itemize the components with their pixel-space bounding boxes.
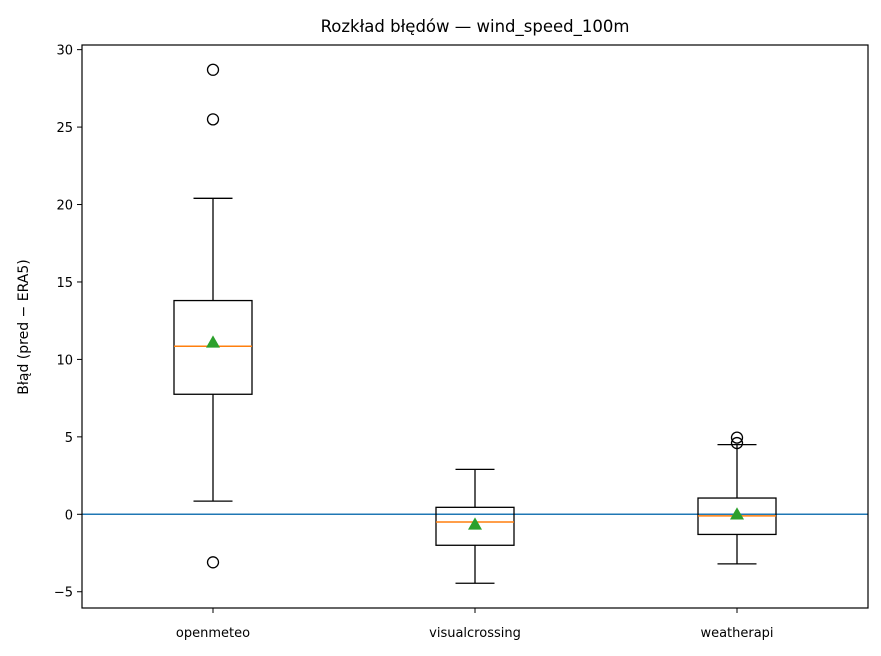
mean-marker-visualcrossing (468, 517, 482, 530)
y-tick-label-15: 15 (56, 276, 73, 291)
plot-frame (81, 44, 869, 609)
y-tick-label-10: 10 (56, 353, 73, 368)
box-visualcrossing (435, 506, 515, 546)
y-tick-label-20: 20 (56, 199, 73, 214)
y-tick-label-0: 0 (65, 508, 73, 523)
outlier-openmeteo-1 (206, 113, 220, 126)
mean-marker-weatherapi (730, 507, 744, 520)
y-tick-label-30: 30 (56, 44, 73, 59)
x-tick-label-visualcrossing: visualcrossing (429, 626, 521, 641)
plot-area: openmeteo visualcrossing weatherapi −5 0 5 10 1… (54, 44, 869, 641)
x-tick-label-openmeteo: openmeteo (176, 626, 250, 641)
x-tick-label-weatherapi: weatherapi (700, 626, 773, 641)
outlier-weatherapi-0 (730, 436, 744, 450)
box-openmeteo (173, 299, 253, 395)
outlier-weatherapi-1 (730, 431, 744, 444)
y-axis-label: Błąd (pred − ERA5) (16, 259, 32, 394)
mean-marker-openmeteo (206, 335, 220, 348)
y-tick-label-5: 5 (65, 431, 73, 446)
outlier-openmeteo-2 (206, 63, 220, 76)
y-tick-label--5: −5 (54, 586, 73, 601)
y-tick-label-25: 25 (56, 121, 73, 136)
chart-title: Rozkład błędów — wind_speed_100m (321, 17, 630, 37)
outlier-openmeteo-0 (206, 556, 220, 569)
